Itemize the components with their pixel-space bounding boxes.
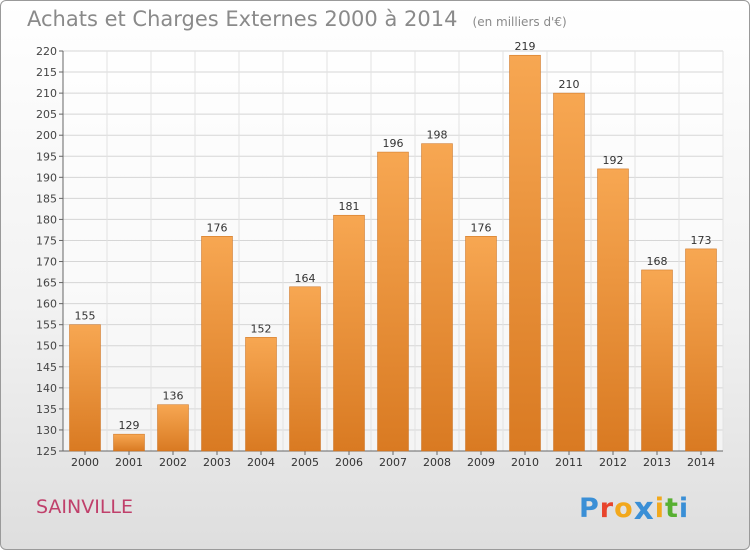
bar-2013 [641, 269, 673, 452]
bar-2008 [421, 143, 453, 452]
y-tick-label: 130 [36, 424, 57, 437]
chart-title: Achats et Charges Externes 2000 à 2014 [27, 7, 458, 31]
bar-value-label: 155 [75, 310, 96, 323]
logo-letter: P [579, 493, 600, 524]
bar-2005 [289, 286, 321, 452]
commune-label: SAINVILLE [36, 496, 134, 518]
y-tick-label: 160 [36, 298, 57, 311]
proxiti-logo: Proxiti [579, 489, 690, 527]
bar-2007 [377, 151, 409, 452]
x-tick-label: 2009 [467, 456, 495, 469]
bar-value-label: 219 [515, 40, 536, 53]
bar-value-label: 168 [647, 255, 668, 268]
y-tick-label: 145 [36, 361, 57, 374]
x-tick-label: 2001 [115, 456, 143, 469]
logo-letter: t [664, 493, 679, 524]
y-tick-label: 170 [36, 256, 57, 269]
bar-2014 [685, 248, 717, 452]
x-tick-label: 2013 [643, 456, 671, 469]
bar-2003 [201, 236, 233, 452]
bar-2004 [245, 337, 277, 452]
labels-layer: 155 2000 129 2001 136 2002 176 2003 152 2004 164 20… [71, 40, 715, 469]
y-tick-label: 140 [36, 382, 57, 395]
bar-2002 [157, 404, 189, 452]
bar-2012 [597, 168, 629, 452]
y-tick-label: 220 [36, 45, 57, 58]
y-tick-label: 215 [36, 66, 57, 79]
x-tick-label: 2000 [71, 456, 99, 469]
bar-value-label: 152 [251, 322, 272, 335]
bar-value-label: 129 [119, 419, 140, 432]
x-tick-label: 2010 [511, 456, 539, 469]
bar-value-label: 136 [163, 390, 184, 403]
logo-letter: o [614, 493, 634, 524]
logo-letter: i [654, 493, 665, 524]
x-tick-label: 2011 [555, 456, 583, 469]
bar-2001 [113, 433, 145, 452]
y-tick-label: 185 [36, 192, 57, 205]
x-tick-label: 2004 [247, 456, 275, 469]
y-tick-label: 135 [36, 403, 57, 416]
bar-value-label: 210 [559, 78, 580, 91]
bar-value-label: 176 [471, 221, 492, 234]
bar-value-label: 173 [691, 234, 712, 247]
x-tick-label: 2007 [379, 456, 407, 469]
x-tick-label: 2002 [159, 456, 187, 469]
y-tick-label: 205 [36, 108, 57, 121]
x-tick-label: 2014 [687, 456, 715, 469]
title-row: Achats et Charges Externes 2000 à 2014 (… [27, 7, 567, 31]
y-tick-label: 150 [36, 340, 57, 353]
chart-subtitle: (en milliers d'€) [472, 15, 567, 29]
bar-value-label: 181 [339, 200, 360, 213]
bar-2010 [509, 54, 541, 452]
x-tick-label: 2012 [599, 456, 627, 469]
logo-letter: r [599, 493, 615, 524]
bar-2009 [465, 236, 497, 452]
y-tick-label: 180 [36, 213, 57, 226]
y-tick-label: 175 [36, 234, 57, 247]
bar-2011 [553, 92, 585, 452]
y-tick-label: 190 [36, 171, 57, 184]
bar-value-label: 164 [295, 272, 316, 285]
y-tick-label: 195 [36, 150, 57, 163]
logo-letter: i [678, 493, 690, 524]
bar-2000 [69, 324, 101, 452]
y-tick-label: 210 [36, 87, 57, 100]
y-tick-label: 200 [36, 129, 57, 142]
y-tick-label: 165 [36, 277, 57, 290]
x-tick-label: 2008 [423, 456, 451, 469]
x-tick-label: 2006 [335, 456, 363, 469]
bar-value-label: 192 [603, 154, 624, 167]
x-tick-label: 2005 [291, 456, 319, 469]
bar-value-label: 176 [207, 221, 228, 234]
x-tick-label: 2003 [203, 456, 231, 469]
y-tick-label: 155 [36, 319, 57, 332]
bar-2006 [333, 214, 365, 452]
bar-value-label: 198 [427, 129, 448, 142]
bar-value-label: 196 [383, 137, 404, 150]
logo-letter: x [633, 491, 655, 527]
y-tick-label: 125 [36, 445, 57, 458]
bars-layer [69, 54, 717, 452]
